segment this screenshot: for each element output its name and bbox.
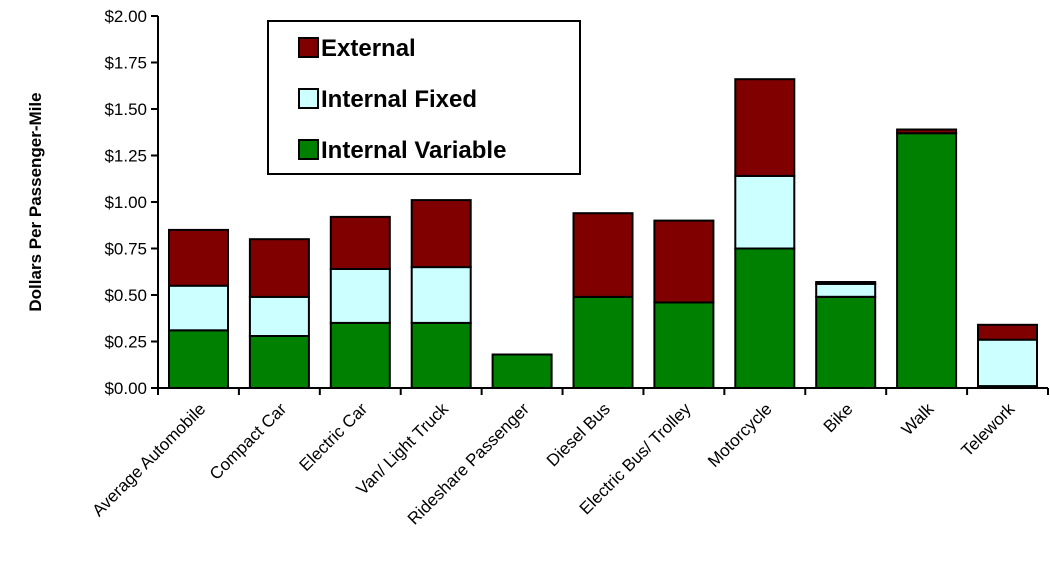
y-tick-label: $0.75 <box>104 240 147 259</box>
legend-label-internal-fixed: Internal Fixed <box>321 86 477 113</box>
y-tick-label: $2.00 <box>104 7 147 26</box>
bar-segment-external <box>815 281 877 285</box>
bar-segment-internal-variable <box>815 295 877 389</box>
bar-segment-internal-variable <box>248 334 310 389</box>
y-tick-label: $1.50 <box>104 100 147 119</box>
bars-layer <box>168 78 1038 390</box>
bar-segment-internal-variable <box>329 321 391 389</box>
bar-segment-internal-fixed <box>168 284 229 332</box>
bar-segment-external <box>410 199 472 269</box>
bar-segment-internal-fixed <box>977 338 1038 388</box>
bar-segment-internal-variable <box>491 353 553 389</box>
bar-segment-external <box>572 212 634 298</box>
bar-segment-external <box>734 78 796 177</box>
legend-frame <box>267 20 581 175</box>
bar-segment-internal-variable <box>168 329 229 389</box>
legend-label-external: External <box>321 35 416 62</box>
bar-segment-internal-variable <box>734 247 796 389</box>
x-category-label: Telework <box>957 399 1018 460</box>
legend-label-internal-variable: Internal Variable <box>321 137 506 164</box>
y-tick-label: $1.25 <box>104 147 147 166</box>
bar-segment-internal-fixed <box>329 268 391 324</box>
y-axis-title-group: Dollars Per Passenger-Mile <box>26 92 45 311</box>
legend-swatch-external <box>298 37 319 58</box>
bar-segment-internal-variable <box>896 132 958 389</box>
y-tick-label: $0.00 <box>104 379 147 398</box>
y-tick-labels: $0.00 $0.25 $0.50 $0.75 $1.00 $1.25 $1.50 $1.75… <box>104 7 147 398</box>
x-category-label: Diesel Bus <box>543 399 614 470</box>
legend: External Internal Fixed Internal Variable <box>267 20 581 175</box>
y-tick-label: $0.25 <box>104 333 147 352</box>
x-category-label: Bike <box>820 399 857 436</box>
bar-segment-internal-variable <box>572 295 634 389</box>
x-category-label: Motorcycle <box>704 399 776 471</box>
bar-segment-internal-variable <box>653 301 715 389</box>
x-category-label: Average Automobile <box>88 399 209 520</box>
bar-segment-internal-fixed <box>410 266 472 324</box>
bar-segment-external <box>653 219 715 304</box>
bar-segment-internal-fixed <box>734 175 796 250</box>
bar-segment-external <box>168 228 229 287</box>
y-tick-label: $1.00 <box>104 193 147 212</box>
bar-segment-external <box>896 128 958 135</box>
bar-segment-external <box>248 238 310 298</box>
bar-segment-external <box>329 215 391 270</box>
y-tick-label: $1.75 <box>104 54 147 73</box>
legend-swatch-internal-fixed <box>298 88 319 109</box>
x-category-label: Electric Car <box>296 399 372 475</box>
bar-segment-internal-variable <box>410 321 472 389</box>
y-axis-title: Dollars Per Passenger-Mile <box>26 92 45 311</box>
bar-segment-external <box>977 323 1038 341</box>
axes-layer <box>151 15 1049 395</box>
x-category-label: Walk <box>898 399 938 439</box>
bar-segment-internal-fixed <box>248 295 310 337</box>
bar-segment-internal-fixed <box>815 282 877 298</box>
y-tick-label: $0.50 <box>104 286 147 305</box>
x-category-label: Compact Car <box>206 399 290 483</box>
legend-swatch-internal-variable <box>298 139 319 160</box>
